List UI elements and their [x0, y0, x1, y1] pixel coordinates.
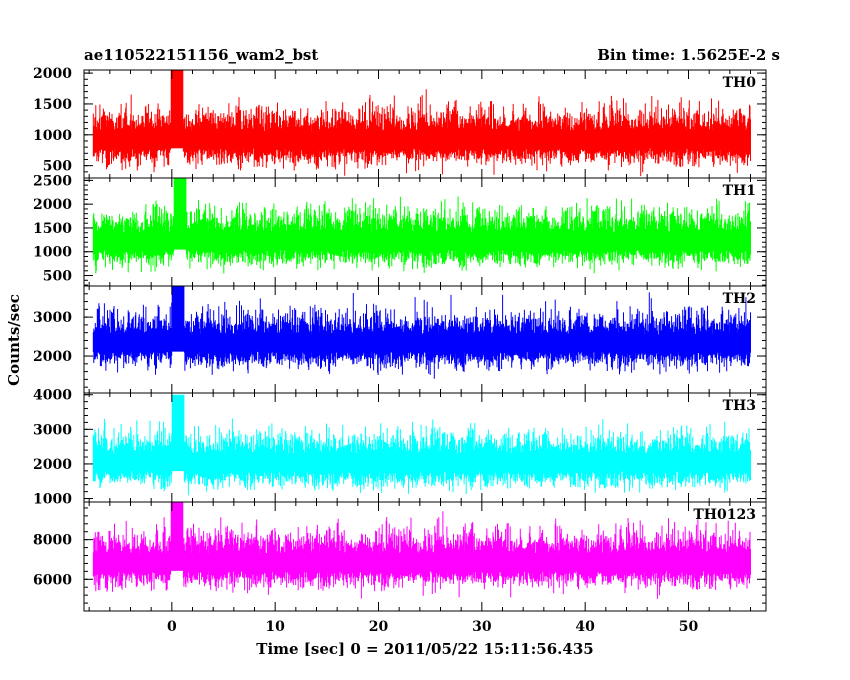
panel-label: TH3 — [723, 398, 756, 414]
x-tick-label: 0 — [167, 619, 177, 635]
panel-stack: 500 1000 1500 2000 TH0 500 1000 1500 2000 2500 TH1… — [33, 66, 767, 612]
y-tick-label: 2000 — [33, 457, 72, 473]
y-tick-label: 1500 — [33, 221, 72, 237]
y-tick-label: 4000 — [33, 388, 72, 404]
y-tick-label: 1000 — [33, 492, 72, 508]
panel-label: TH1 — [723, 183, 756, 199]
panel-th0123: 6000 8000 TH0123 — [33, 501, 767, 612]
x-tick-label: 10 — [265, 619, 285, 635]
y-tick-label: 2000 — [33, 349, 72, 365]
series-band-th0 — [93, 131, 751, 149]
panel-label: TH0 — [723, 75, 757, 91]
y-tick-label: 500 — [43, 159, 72, 175]
y-tick-label: 1500 — [33, 97, 72, 113]
x-tick-label: 20 — [369, 619, 389, 635]
y-tick-label: 3000 — [33, 422, 72, 438]
series-th3 — [92, 394, 751, 496]
panel-th1: 500 1000 1500 2000 2500 TH1 — [33, 173, 767, 287]
panel-th3: 1000 2000 3000 4000 TH3 — [33, 388, 767, 508]
y-tick-label: 8000 — [33, 533, 72, 549]
panel-frame — [83, 501, 767, 612]
y-tick-label: 1000 — [33, 245, 72, 261]
y-tick-label: 6000 — [33, 572, 72, 588]
y-tick-label: 2500 — [33, 173, 72, 189]
y-axis-label: Counts/sec — [5, 294, 23, 386]
x-axis: 0 10 20 30 40 50 — [167, 619, 699, 635]
y-tick-label: 2000 — [33, 66, 72, 82]
series-th0 — [92, 70, 751, 177]
series-band-th1 — [93, 232, 751, 250]
panel-label: TH0123 — [693, 507, 756, 523]
y-tick-label: 3000 — [33, 310, 72, 326]
panel-th2: 2000 3000 TH2 — [33, 285, 767, 394]
x-tick-label: 30 — [472, 619, 492, 635]
series-th0123 — [92, 502, 751, 599]
x-axis-label: Time [sec] 0 = 2011/05/22 15:11:56.435 — [256, 640, 593, 658]
series-band-th3 — [93, 454, 751, 472]
x-tick-label: 50 — [679, 619, 699, 635]
y-tick-label: 500 — [43, 269, 72, 285]
series-th1 — [92, 178, 751, 274]
y-tick-label: 1000 — [33, 128, 72, 144]
series-band-th0123 — [93, 553, 751, 571]
panel-th0: 500 1000 1500 2000 TH0 — [33, 66, 767, 179]
series-th2 — [92, 286, 751, 379]
panel-label: TH2 — [723, 291, 756, 307]
x-tick-label: 40 — [575, 619, 595, 635]
y-tick-label: 2000 — [33, 197, 72, 213]
bin-time-label: Bin time: 1.5625E-2 s — [597, 46, 780, 64]
series-band-th2 — [93, 334, 751, 352]
figure-title: ae110522151156_wam2_bst — [84, 46, 318, 64]
